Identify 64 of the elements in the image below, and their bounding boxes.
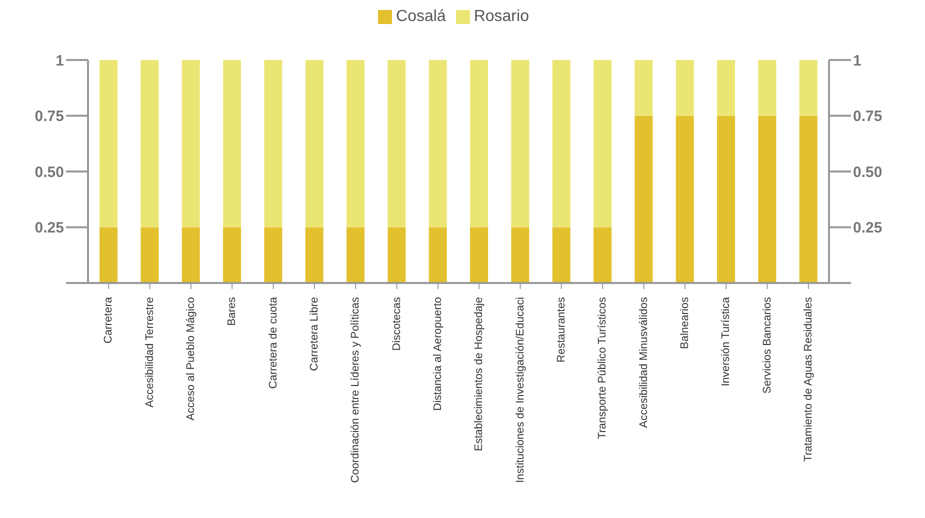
x-tick-label: Carretera de cuota (267, 296, 280, 389)
bar (388, 227, 406, 283)
x-tick-label: Carretera Libre (308, 297, 320, 371)
x-tick-label: Transporte Público Turísticos (596, 296, 609, 440)
x-tick-label: Accesibilidad Terrestre (144, 297, 156, 408)
bar (717, 60, 736, 116)
bar (676, 116, 694, 283)
y2-tick-label: 0.75 (853, 108, 882, 126)
y-tick-label: 1 (56, 52, 64, 70)
legend-label: Rosario (474, 8, 529, 25)
bar (470, 60, 488, 228)
legend-label: Cosalá (396, 8, 446, 25)
bar (511, 227, 530, 283)
bar (223, 227, 242, 283)
bar (264, 60, 282, 228)
x-tick-label: Acceso al Pueblo Mágico (184, 297, 197, 421)
bar (388, 60, 406, 228)
bar (305, 60, 324, 228)
bar (428, 227, 447, 283)
bar (717, 116, 736, 283)
bar (634, 60, 653, 116)
bar (428, 60, 447, 228)
x-tick-label: Restaurantes (555, 296, 568, 362)
y-tick-label: 0.75 (34, 108, 64, 126)
bar (140, 60, 159, 228)
bar (182, 60, 200, 228)
bar (676, 60, 694, 116)
bar (346, 227, 365, 283)
bar (552, 227, 570, 283)
bar (223, 60, 242, 228)
x-tick-label: Distancia al Aeropuerto (432, 297, 444, 411)
bar (100, 60, 118, 228)
bar (552, 60, 570, 228)
bar (264, 227, 282, 283)
bar (346, 60, 365, 228)
bar (799, 60, 818, 116)
x-tick-label: Carretera (102, 296, 115, 344)
x-tick-label: Tratamiento de Aguas Residuales (802, 296, 814, 462)
x-tick-label: Discotecas (390, 296, 403, 351)
bar (182, 227, 200, 283)
bar (594, 60, 612, 228)
x-tick-label: Bares (226, 296, 238, 326)
y-tick-label: 0.50 (34, 164, 64, 181)
x-tick-label: Instituciones de Investigación/Educaci (514, 297, 526, 483)
x-tick-label: Balnearios (678, 296, 691, 349)
x-tick-label: Servicios Bancarios (761, 296, 774, 394)
bar (140, 227, 159, 283)
x-tick-label: Inversión Turística (720, 296, 732, 386)
bar (100, 227, 118, 283)
y2-tick-label: 1 (853, 52, 862, 70)
y2-tick-label: 0.25 (853, 220, 882, 237)
bar (634, 116, 653, 283)
bar (758, 60, 776, 116)
x-tick-label: Accesibilidad Minusválidos (638, 296, 650, 428)
bar (799, 116, 818, 283)
y-tick-label: 0.25 (34, 220, 64, 237)
bar (594, 227, 612, 283)
y2-tick-label: 0.50 (853, 164, 882, 181)
bar (470, 227, 488, 283)
bar (758, 116, 776, 283)
x-tick-label: Coordinación entre Líderes y Políticas (350, 296, 362, 483)
x-tick-label: Establecimientos de Hospedaje (473, 297, 486, 452)
bar (305, 227, 324, 283)
bar (511, 60, 530, 228)
